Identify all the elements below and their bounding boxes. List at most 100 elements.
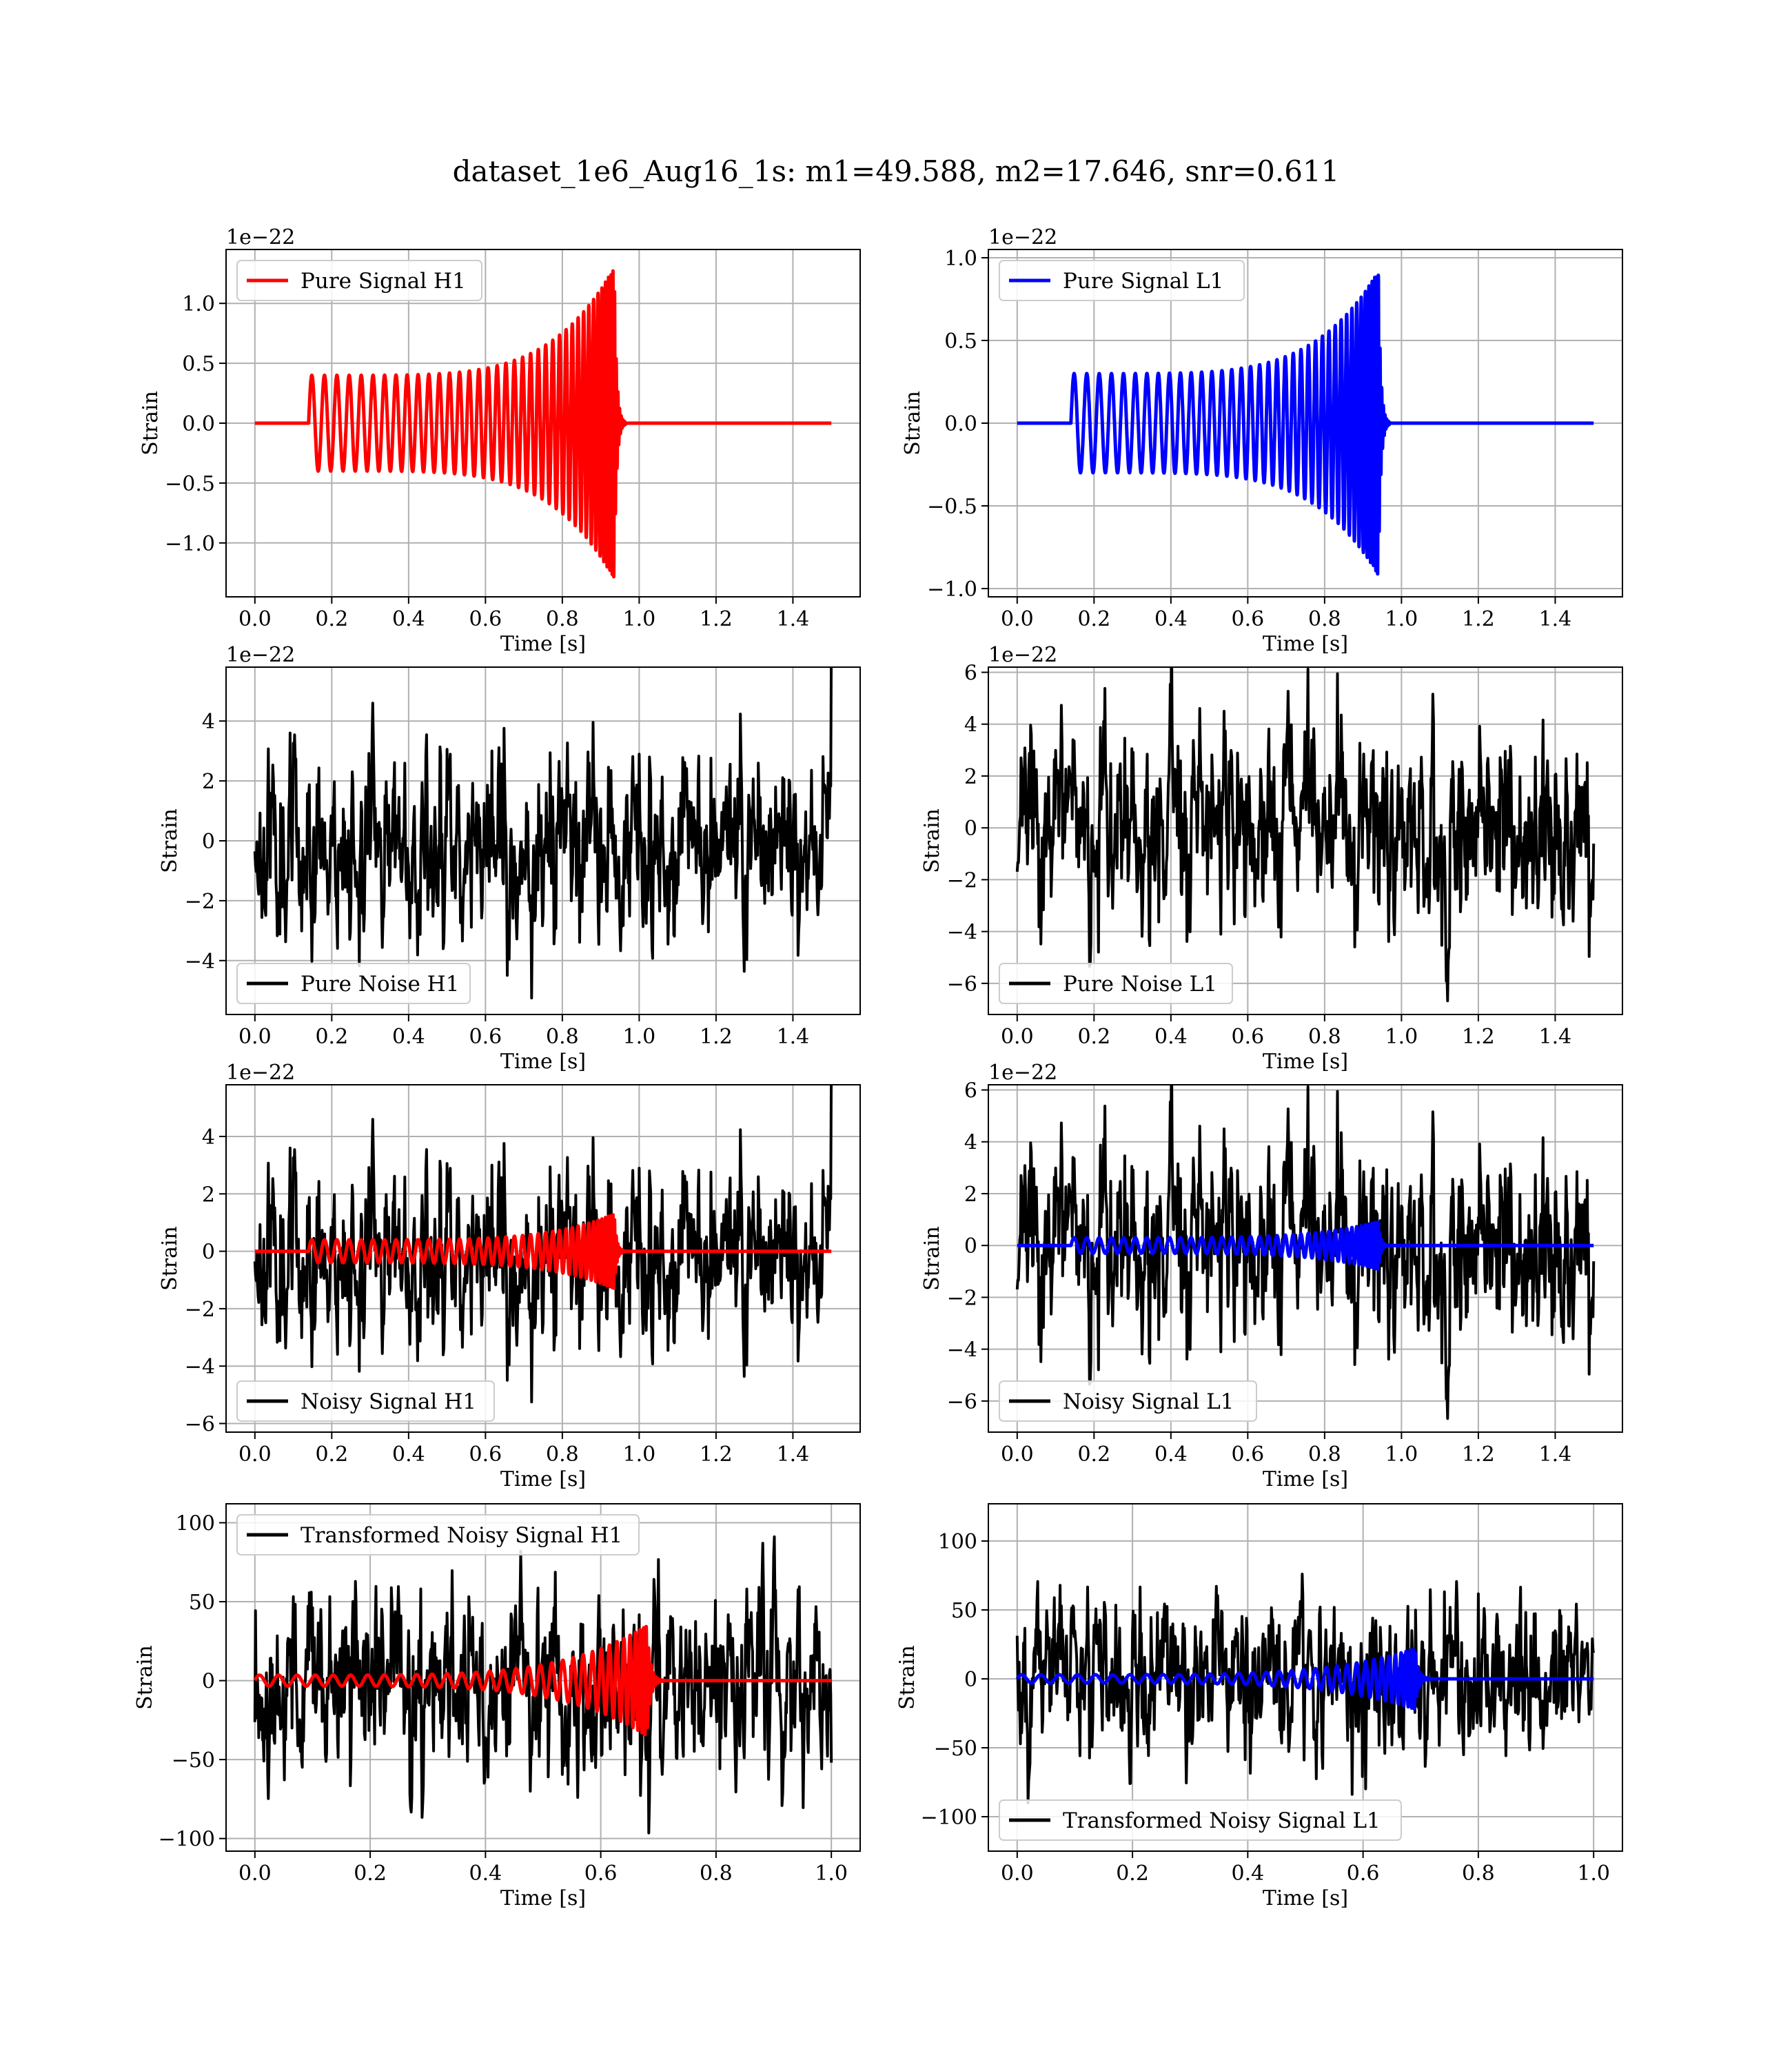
y-tick-label: 0.5 bbox=[944, 329, 977, 354]
subplot-trans-h1: 0.0 0.2 0.4 0.6 0.8 1.0 −100 −50 0 50 100 Time [s] S… bbox=[133, 1503, 861, 1910]
y-tick-label: 0 bbox=[202, 1670, 215, 1694]
x-tick-label: 0.4 bbox=[392, 1025, 425, 1049]
y-axis-label: Strain bbox=[920, 1226, 944, 1291]
x-axis-label: Time [s] bbox=[500, 1050, 586, 1074]
subplot-trans-l1: 0.0 0.2 0.4 0.6 0.8 1.0 −100 −50 0 50 100 Time [s] S… bbox=[895, 1503, 1623, 1910]
subplot-noisy-l1: 0.0 0.2 0.4 0.6 0.8 1.0 1.2 1.4 −6 −4 −2 0 2 4 6 1e−22 T… bbox=[920, 1061, 1623, 1491]
y-tick-label: 2 bbox=[964, 765, 977, 789]
x-tick-label: 0.0 bbox=[1001, 1861, 1034, 1886]
legend-box bbox=[236, 260, 482, 301]
x-tick-label: 1.2 bbox=[700, 1025, 733, 1049]
series-line-noise bbox=[253, 1535, 833, 1835]
x-tick-label: 0.0 bbox=[1001, 1442, 1034, 1467]
y-axis-label: Strain bbox=[158, 1226, 182, 1291]
legend-entry: Transformed Noisy Signal H1 bbox=[301, 1523, 622, 1548]
x-tick-label: 1.0 bbox=[815, 1861, 848, 1886]
x-tick-label: 1.0 bbox=[623, 1025, 656, 1049]
offset-text: 1e−22 bbox=[226, 643, 295, 667]
x-tick-label: 0.8 bbox=[1308, 1025, 1341, 1049]
x-tick-label: 0.0 bbox=[1001, 607, 1034, 631]
x-tick-label: 1.4 bbox=[777, 1442, 810, 1467]
y-tick-label: −1.0 bbox=[165, 532, 215, 556]
legend-box bbox=[999, 1799, 1402, 1841]
offset-text: 1e−22 bbox=[988, 1061, 1057, 1085]
legend-entry: Pure Noise L1 bbox=[1063, 972, 1217, 997]
offset-text: 1e−22 bbox=[226, 225, 295, 249]
x-tick-label: 0.8 bbox=[546, 1025, 579, 1049]
y-tick-label: 6 bbox=[964, 662, 977, 686]
series-line-noise bbox=[1015, 1573, 1596, 1805]
x-tick-label: 0.2 bbox=[1077, 1025, 1110, 1049]
x-tick-label: 0.6 bbox=[1232, 1025, 1265, 1049]
offset-text: 1e−22 bbox=[226, 1061, 295, 1085]
x-tick-label: 0.8 bbox=[546, 1442, 579, 1467]
y-tick-label: −4 bbox=[947, 1338, 977, 1363]
x-tick-label: 0.4 bbox=[1232, 1861, 1265, 1886]
axes-frame bbox=[225, 1503, 861, 1852]
offset-text: 1e−22 bbox=[988, 643, 1057, 667]
axes-frame bbox=[225, 666, 861, 1015]
subplot-pure-h1: 0.0 0.2 0.4 0.6 0.8 1.0 1.2 1.4 −1.0 −0.5 0.0 0.5 1.… bbox=[139, 225, 861, 656]
axes-frame bbox=[988, 249, 1623, 598]
x-tick-label: 1.2 bbox=[700, 607, 733, 631]
x-tick-label: 1.4 bbox=[1539, 607, 1572, 631]
y-tick-label: −2 bbox=[947, 868, 977, 892]
x-tick-label: 1.2 bbox=[700, 1442, 733, 1467]
y-tick-label: 50 bbox=[189, 1591, 215, 1615]
y-tick-label: 4 bbox=[964, 1131, 977, 1155]
y-tick-label: 2 bbox=[964, 1183, 977, 1207]
x-axis-label: Time [s] bbox=[1263, 1467, 1348, 1491]
x-tick-label: 0.0 bbox=[238, 1442, 272, 1467]
y-tick-label: 0.0 bbox=[944, 412, 977, 436]
y-tick-label: −4 bbox=[947, 921, 977, 945]
y-tick-label: 100 bbox=[938, 1530, 977, 1554]
y-axis-label: Strain bbox=[901, 391, 925, 456]
legend-entry: Noisy Signal L1 bbox=[1063, 1389, 1234, 1414]
y-tick-label: −6 bbox=[185, 1413, 215, 1437]
y-tick-label: −4 bbox=[185, 1355, 215, 1379]
x-tick-label: 0.6 bbox=[469, 1442, 502, 1467]
legend-entry: Transformed Noisy Signal L1 bbox=[1063, 1808, 1381, 1833]
x-tick-label: 0.2 bbox=[354, 1861, 387, 1886]
x-axis-label: Time [s] bbox=[500, 1467, 586, 1491]
x-tick-label: 1.0 bbox=[1385, 1442, 1418, 1467]
y-tick-label: 0.5 bbox=[182, 352, 215, 376]
y-tick-label: −6 bbox=[947, 972, 977, 997]
x-tick-label: 0.0 bbox=[238, 1861, 272, 1886]
x-axis-label: Time [s] bbox=[1263, 1886, 1348, 1910]
x-tick-label: 0.4 bbox=[1154, 1442, 1188, 1467]
y-tick-label: −100 bbox=[159, 1828, 215, 1852]
x-tick-label: 0.2 bbox=[1077, 607, 1110, 631]
x-tick-label: 1.0 bbox=[623, 607, 656, 631]
y-tick-label: 0 bbox=[964, 1234, 977, 1258]
subplot-noisy-h1: 0.0 0.2 0.4 0.6 0.8 1.0 1.2 1.4 −6 −4 −2 0 2 4 1e−22 Ti… bbox=[158, 1061, 861, 1491]
x-tick-label: 1.0 bbox=[1577, 1861, 1610, 1886]
x-tick-label: 0.8 bbox=[546, 607, 579, 631]
x-tick-label: 0.2 bbox=[315, 1442, 348, 1467]
y-axis-label: Strain bbox=[133, 1645, 157, 1710]
y-tick-label: 4 bbox=[964, 713, 977, 737]
y-tick-label: −0.5 bbox=[927, 495, 977, 519]
legend-box bbox=[236, 963, 471, 1004]
x-tick-label: 0.4 bbox=[392, 1442, 425, 1467]
x-tick-label: 0.8 bbox=[1308, 607, 1341, 631]
x-tick-label: 0.4 bbox=[469, 1861, 502, 1886]
legend-box bbox=[236, 1380, 495, 1422]
y-tick-label: 0 bbox=[202, 1241, 215, 1265]
series-line-noise bbox=[253, 667, 833, 1000]
y-axis-label: Strain bbox=[895, 1645, 919, 1710]
y-tick-label: −0.5 bbox=[165, 472, 215, 496]
y-tick-label: 50 bbox=[951, 1599, 977, 1623]
axes-frame bbox=[988, 666, 1623, 1015]
series-line-signal bbox=[253, 269, 833, 579]
y-tick-label: −2 bbox=[947, 1286, 977, 1310]
x-tick-label: 0.6 bbox=[1347, 1861, 1380, 1886]
x-tick-label: 0.6 bbox=[584, 1861, 618, 1886]
axes-frame bbox=[988, 1084, 1623, 1433]
x-axis-label: Time [s] bbox=[500, 1886, 586, 1910]
y-tick-label: 100 bbox=[176, 1511, 215, 1536]
x-tick-label: 0.0 bbox=[1001, 1025, 1034, 1049]
y-tick-label: −50 bbox=[172, 1748, 215, 1773]
series-line-noise bbox=[1015, 667, 1596, 1003]
